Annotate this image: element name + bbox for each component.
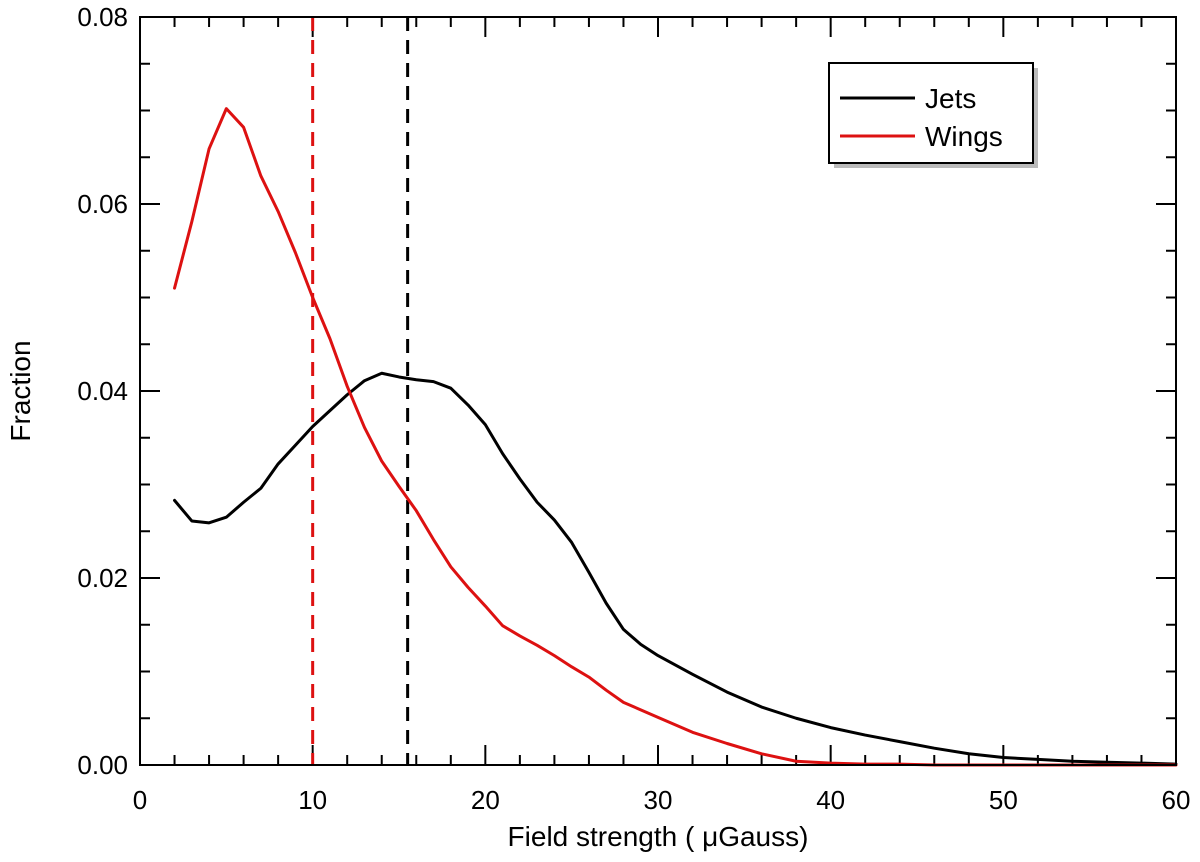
axis-ticks bbox=[139, 16, 1177, 766]
x-tick-label: 60 bbox=[1162, 785, 1191, 815]
plot-frame bbox=[139, 16, 1177, 766]
x-tick-label: 20 bbox=[471, 785, 500, 815]
legend: Jets Wings bbox=[828, 62, 1038, 168]
series-line-jets bbox=[173, 371, 1178, 766]
y-tick-label: 0.00 bbox=[77, 750, 128, 780]
x-axis-title: Field strength ( μGauss) bbox=[508, 821, 809, 852]
x-tick-label: 0 bbox=[133, 785, 147, 815]
y-tick-label: 0.04 bbox=[77, 376, 128, 406]
legend-label-wings: Wings bbox=[925, 121, 1003, 152]
x-tick-label: 30 bbox=[644, 785, 673, 815]
y-axis-title: Fraction bbox=[5, 340, 36, 441]
legend-label-jets: Jets bbox=[925, 83, 976, 114]
y-tick-label: 0.06 bbox=[77, 189, 128, 219]
x-tick-label: 50 bbox=[989, 785, 1018, 815]
series-line-wings bbox=[173, 107, 1178, 767]
x-tick-label: 10 bbox=[298, 785, 327, 815]
legend-box bbox=[828, 62, 1034, 164]
y-tick-label: 0.08 bbox=[77, 2, 128, 32]
tick-labels: 0 10 20 30 40 50 60 0.00 0.02 0.04 0.06 0.08 bbox=[77, 2, 1190, 815]
reference-lines bbox=[311, 17, 410, 765]
legend-entries: Jets Wings bbox=[840, 83, 1003, 152]
y-tick-label: 0.02 bbox=[77, 563, 128, 593]
data-series bbox=[173, 107, 1178, 767]
x-tick-label: 40 bbox=[816, 785, 845, 815]
